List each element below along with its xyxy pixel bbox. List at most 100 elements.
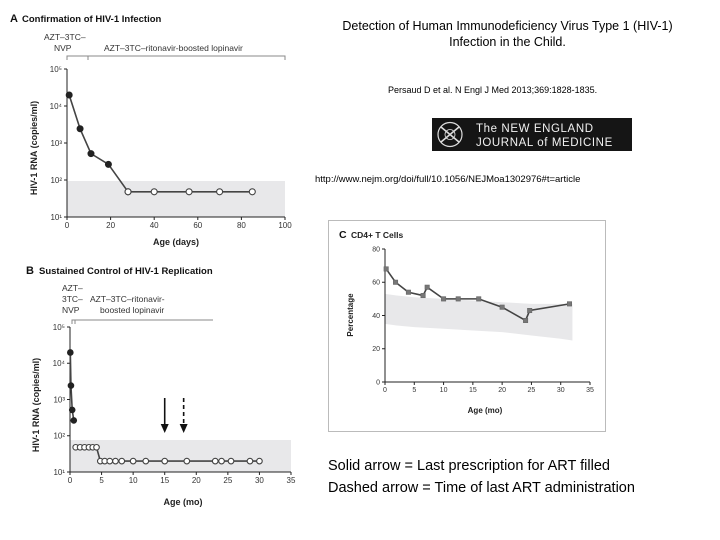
citation: Persaud D et al. N Engl J Med 2013;369:1… <box>388 85 598 95</box>
panel-c-data-point <box>567 301 573 307</box>
nejm-seal-icon <box>437 121 463 148</box>
panel-a-data-point <box>87 150 95 158</box>
panel-c-y-tick-label: 0 <box>376 379 380 386</box>
panel-a-data-point <box>150 188 158 196</box>
panel-c-x-tick-label: 25 <box>528 387 536 394</box>
panel-b-data-point <box>67 349 74 356</box>
panel-c-data-point <box>527 308 533 314</box>
panel-b-x-tick-label: 0 <box>68 476 73 485</box>
panel-a-data-point <box>76 125 84 133</box>
panel-c-y-tick-label: 20 <box>372 346 380 353</box>
panel-a-y-tick-label: 10² <box>50 176 62 185</box>
panel-c-data-point <box>455 296 461 302</box>
panel-c-x-tick-label: 20 <box>498 387 506 394</box>
panel-a-data-point <box>104 160 112 168</box>
panel-b-data-point <box>67 382 75 389</box>
panel-b-data-point <box>129 457 137 465</box>
panel-a-data-point <box>65 91 73 99</box>
panel-a-y-tick-label: 10⁴ <box>50 102 63 111</box>
legend-solid-arrow: Solid arrow = Last prescription for ART … <box>328 458 610 474</box>
panel-c-y-tick-label: 40 <box>372 313 380 320</box>
panel-b-data-point <box>142 457 150 465</box>
panel-b-ylabel: HIV-1 RNA (copies/ml) <box>31 358 41 452</box>
chart-panel-c: C CD4+ T Cells 0 5 10 15 20 25 30 35 0 20 40 60 80 P… <box>328 220 606 432</box>
panel-b-letter: B <box>26 265 34 277</box>
panel-b-x-tick-label: 30 <box>255 476 264 485</box>
panel-a-therapy-nvp-line1: AZT–3TC– <box>44 32 86 42</box>
panel-b-title: Sustained Control of HIV-1 Replication <box>39 266 213 277</box>
panel-a-shaded-band <box>67 181 285 217</box>
panel-a-letter: A <box>10 13 18 25</box>
panel-c-y-tick-label: 60 <box>372 280 380 287</box>
slide-title: Detection of Human Immunodeficiency Viru… <box>342 19 673 49</box>
panel-b-y-tick-label: 10⁵ <box>53 323 65 332</box>
panel-c-reference-band <box>385 293 573 341</box>
panel-c-x-tick-label: 0 <box>383 387 387 394</box>
panel-b-therapy-lpv-line1: AZT–3TC–ritonavir- <box>90 294 165 304</box>
panel-c-x-tick-label: 15 <box>469 387 477 394</box>
panel-b-series-line-0 <box>69 352 75 421</box>
panel-b-data-point <box>93 443 100 451</box>
panel-a-data-point <box>185 188 193 196</box>
panel-c-ylabel: Percentage <box>346 293 355 337</box>
panel-b-data-point <box>256 457 263 465</box>
panel-b-data-point <box>161 457 169 465</box>
panel-b-arrow-solid-head <box>160 424 169 433</box>
panel-c-data-point <box>383 266 389 272</box>
panel-a-data-point <box>216 188 224 196</box>
article-url[interactable]: http://www.nejm.org/doi/full/10.1056/NEJ… <box>315 174 581 185</box>
panel-b-therapy-ruler <box>71 319 213 324</box>
panel-c-data-point <box>420 293 426 299</box>
panel-b-x-tick-label: 35 <box>287 476 296 485</box>
panel-b-y-tick-label: 10¹ <box>53 468 65 477</box>
panel-c-y-tick-label: 80 <box>372 246 380 253</box>
panel-b-data-point <box>112 457 119 465</box>
panel-a-x-tick-label: 0 <box>65 221 70 230</box>
panel-a-x-tick-label: 100 <box>278 221 292 230</box>
panel-a-therapy-nvp-line2: NVP <box>54 43 72 53</box>
panel-b-y-tick-label: 10² <box>53 432 65 441</box>
panel-b-xlabel: Age (mo) <box>164 497 203 507</box>
panel-a-marks <box>65 91 256 196</box>
panel-b-therapy-nvp-line2: 3TC– <box>62 294 83 304</box>
panel-a-x-tick-label: 60 <box>193 221 202 230</box>
panel-b-therapy-lpv-line2: boosted lopinavir <box>100 305 164 315</box>
panel-b-data-point <box>227 457 235 465</box>
panel-b-y-tick-label: 10³ <box>53 395 65 404</box>
panel-b-x-tick-label: 10 <box>129 476 138 485</box>
panel-b-arrow-dashed-head <box>179 424 188 433</box>
panel-b-therapy-nvp-line1: AZT– <box>62 283 83 293</box>
panel-a-x-tick-label: 80 <box>237 221 246 230</box>
panel-a-ylabel: HIV-1 RNA (copies/ml) <box>29 101 39 195</box>
panel-a-therapy-lpv: AZT–3TC–ritonavir-boosted lopinavir <box>104 43 243 53</box>
panel-b-x-tick-label: 20 <box>192 476 201 485</box>
panel-c-data-point <box>476 296 482 302</box>
panel-c-x-tick-label: 5 <box>412 387 416 394</box>
panel-c-xlabel: Age (mo) <box>468 406 503 415</box>
svg-text:JOURNAL of MEDICINE: JOURNAL of MEDICINE <box>476 137 613 149</box>
panel-c-data-point <box>393 279 399 285</box>
arrow-legend: Solid arrow = Last prescription for ART … <box>328 455 635 499</box>
panel-b-data-point <box>211 457 219 465</box>
panel-b-shaded-band <box>70 440 291 472</box>
panel-a-data-point <box>248 188 256 196</box>
panel-a-y-tick-label: 10³ <box>50 139 62 148</box>
panel-b-data-point <box>106 457 114 465</box>
panel-a-therapy-labels: AZT–3TC– NVP AZT–3TC–ritonavir-boosted l… <box>44 32 286 60</box>
panel-c-data-point <box>424 284 430 290</box>
panel-c-title: CD4+ T Cells <box>351 230 403 240</box>
nejm-logo: The NEW ENGLAND JOURNAL of MEDICINE <box>432 118 632 151</box>
svg-text:The NEW ENGLAND: The NEW ENGLAND <box>476 123 594 135</box>
panel-b-marks <box>67 349 263 465</box>
panel-c-marks <box>383 266 573 323</box>
panel-a-y-tick-label: 10⁵ <box>50 65 62 74</box>
panel-c-data-point <box>405 289 411 295</box>
panel-a-y-tick-label: 10¹ <box>50 213 62 222</box>
chart-panel-a: A Confirmation of HIV-1 Infection AZT–3T… <box>10 13 292 247</box>
panel-a-title: Confirmation of HIV-1 Infection <box>22 14 162 25</box>
panel-b-data-point <box>118 457 126 465</box>
legend-dashed-arrow: Dashed arrow = Time of last ART administ… <box>328 480 635 496</box>
panel-a-series-line-0 <box>68 94 129 193</box>
panel-b-x-tick-label: 5 <box>99 476 104 485</box>
panel-c-data-point <box>499 304 505 310</box>
